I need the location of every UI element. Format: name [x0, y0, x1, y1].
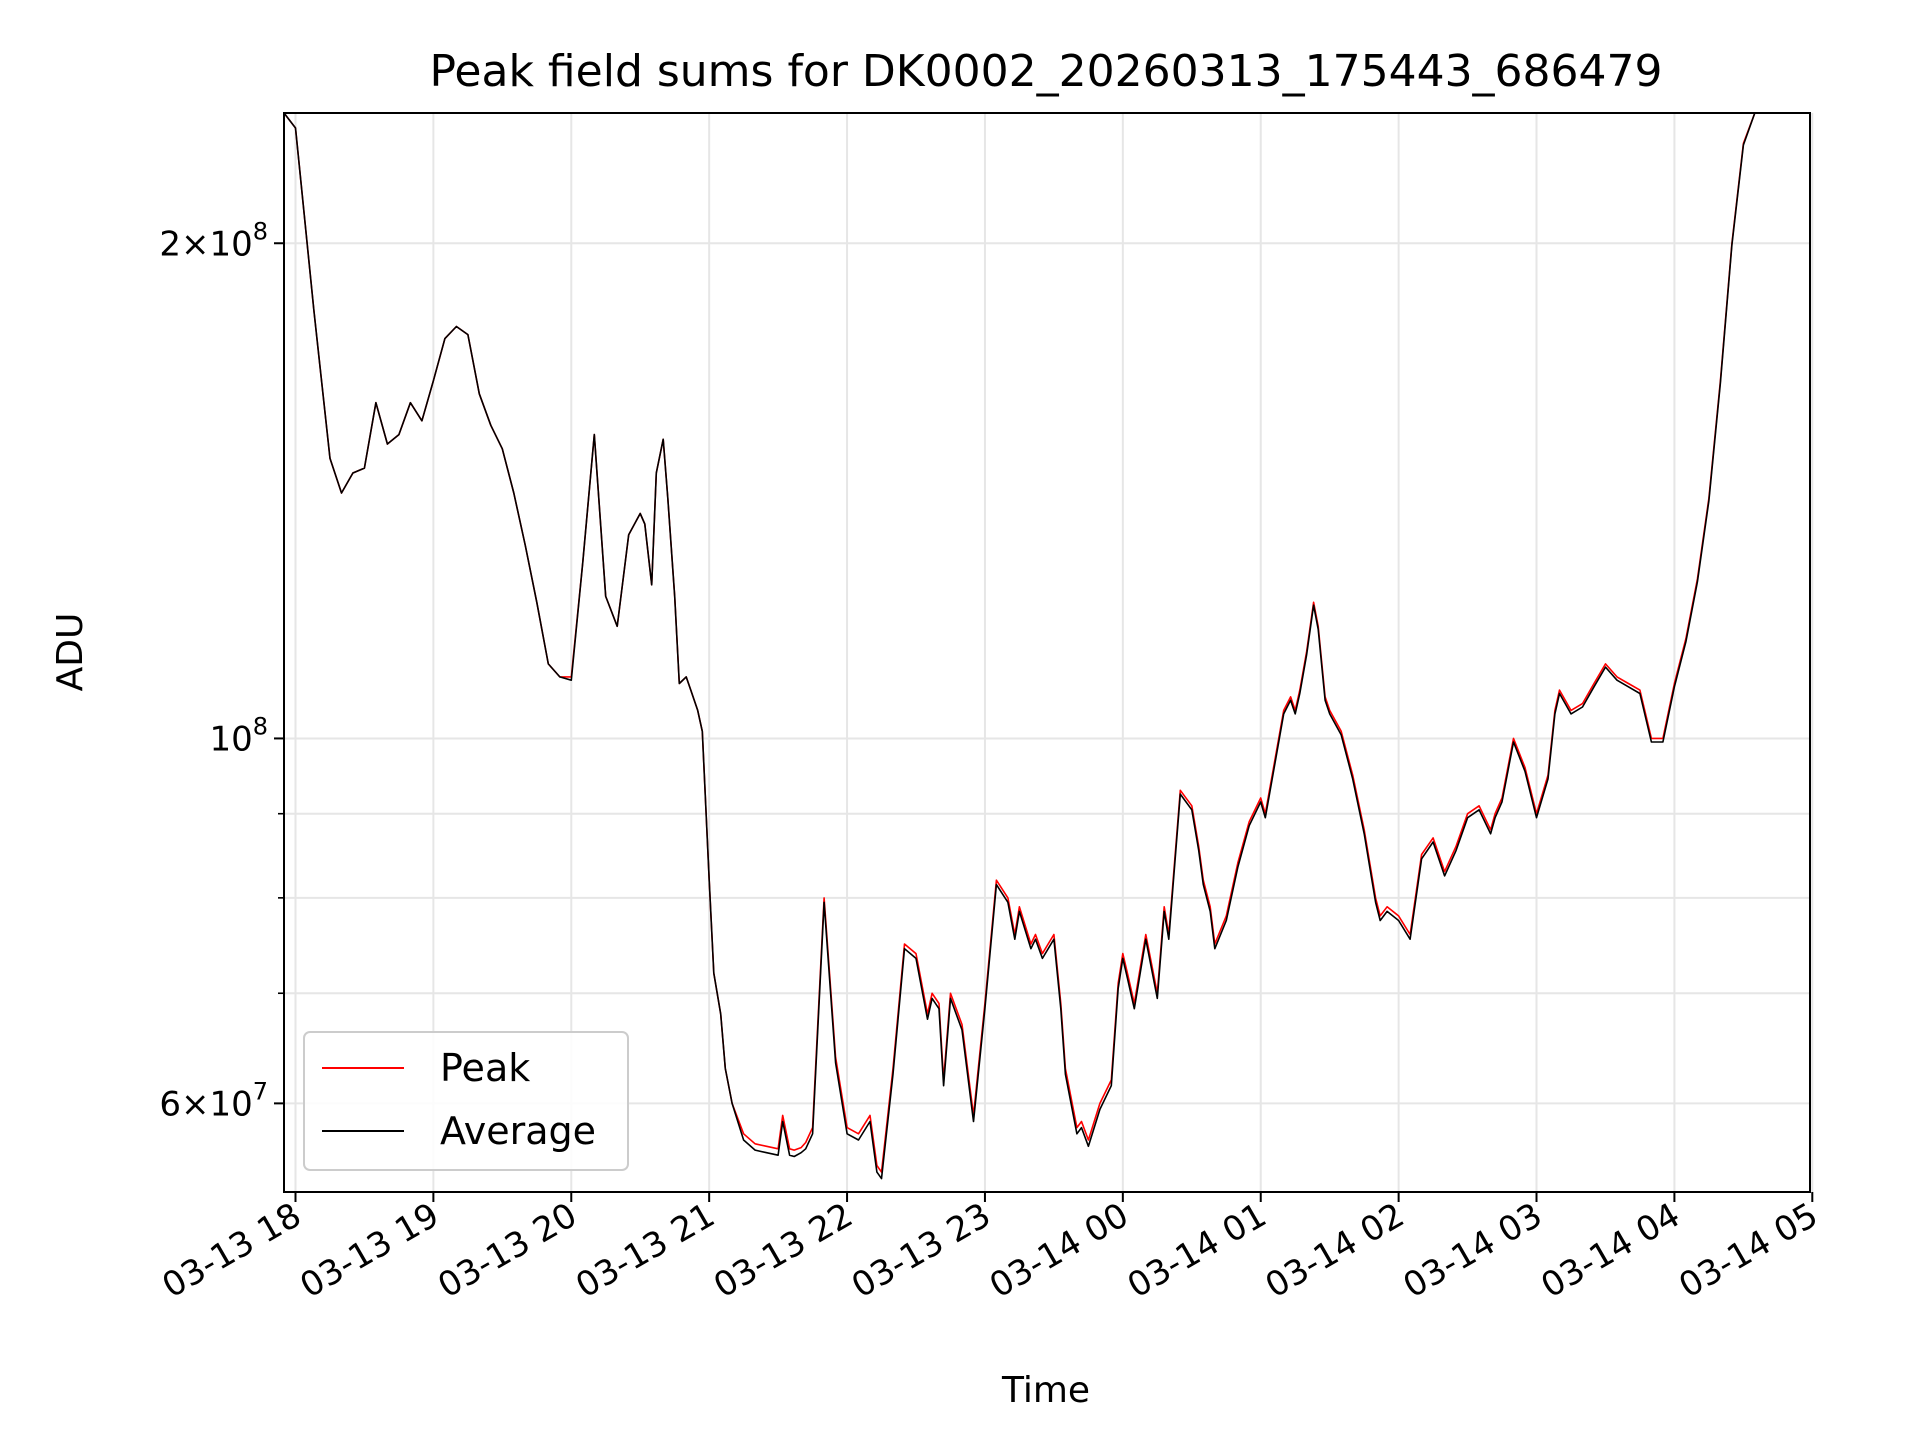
y-tick-label: 2×108: [159, 217, 268, 264]
plot-frame: [283, 112, 1811, 1193]
grid: [284, 113, 1814, 1192]
legend-label-peak: Peak: [440, 1046, 530, 1090]
x-axis-label: Time: [1001, 1370, 1090, 1411]
chart-title: Peak field sums for DK0002_20260313_1754…: [429, 46, 1662, 97]
y-axis: 6×107 108 2×108: [159, 217, 284, 1124]
legend-label-average: Average: [440, 1109, 596, 1153]
y-axis-label: ADU: [50, 613, 91, 692]
legend: Peak Average: [303, 1031, 629, 1171]
y-tick-label: 6×107: [159, 1077, 268, 1124]
series-line-average: [283, 112, 1778, 1180]
legend-box: [303, 1031, 629, 1171]
y-tick-label: 108: [209, 712, 268, 759]
series-layer: [283, 112, 1778, 1180]
